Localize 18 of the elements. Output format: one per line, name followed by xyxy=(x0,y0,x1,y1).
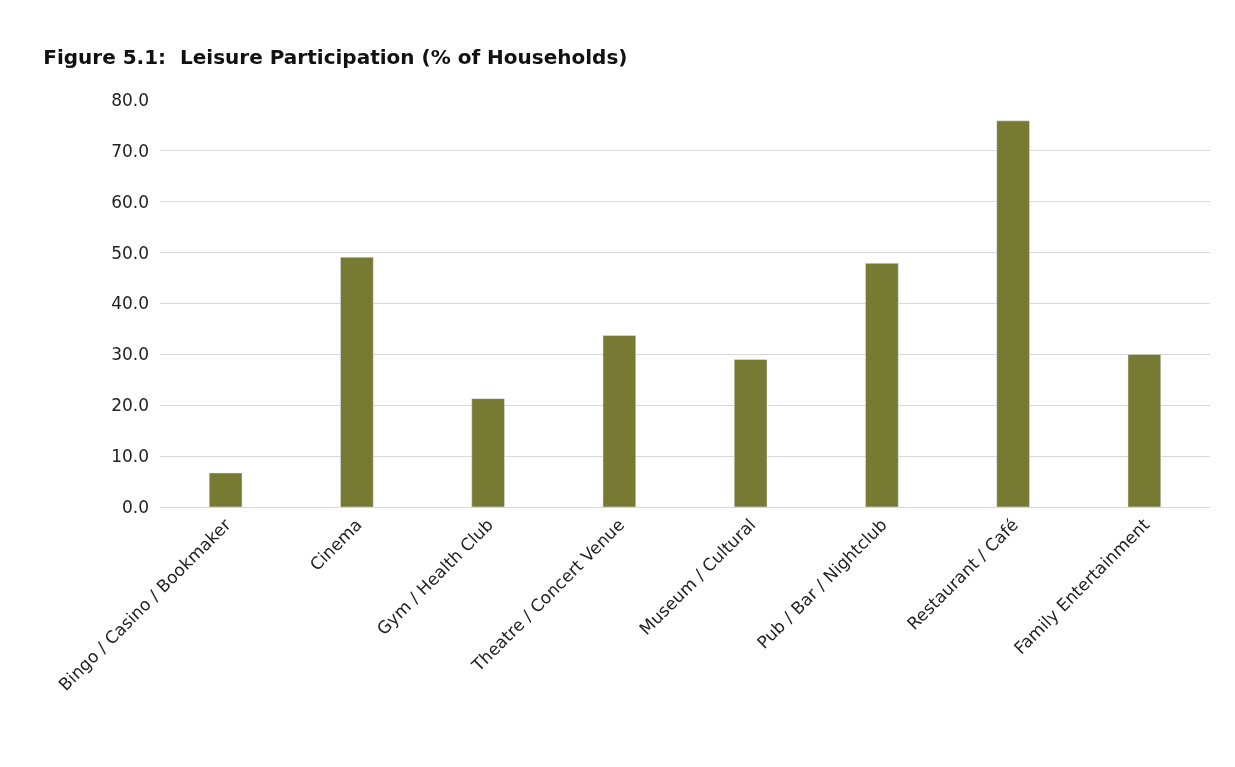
y-tick-label: 10.0 xyxy=(111,446,149,467)
bar xyxy=(1127,354,1162,507)
bar xyxy=(208,472,243,507)
bar xyxy=(865,263,899,507)
y-tick-label: 80.0 xyxy=(111,89,149,110)
y-tick-label: 30.0 xyxy=(111,344,149,365)
y-tick-label: 60.0 xyxy=(111,191,149,212)
y-tick-label: 20.0 xyxy=(111,395,149,416)
bar xyxy=(602,335,637,507)
bar xyxy=(340,256,374,507)
y-tick-label: 40.0 xyxy=(111,293,149,314)
y-tick-label: 0.0 xyxy=(121,496,149,517)
bar xyxy=(733,359,768,507)
y-tick-label: 50.0 xyxy=(111,242,149,263)
bar xyxy=(471,398,505,507)
chart-title: Figure 5.1: Leisure Participation (% of Households) xyxy=(43,44,628,69)
bar xyxy=(996,120,1030,507)
y-tick-label: 70.0 xyxy=(111,140,149,161)
